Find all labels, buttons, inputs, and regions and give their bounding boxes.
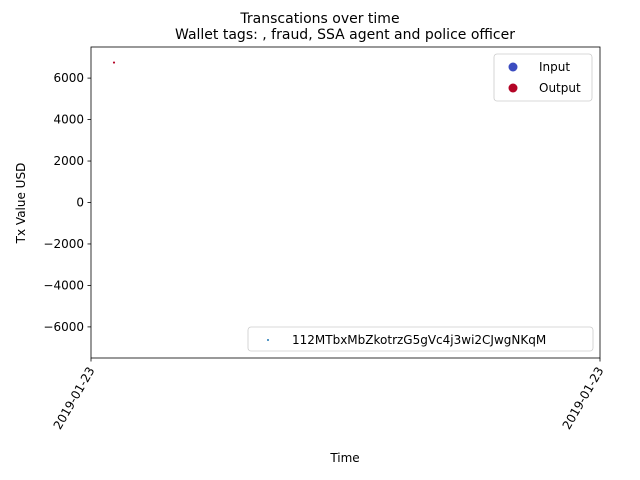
y-tick-label: −6000	[43, 320, 84, 334]
legend-output-marker	[508, 83, 518, 93]
y-tick-label: 6000	[53, 71, 84, 85]
data-point-output	[112, 61, 116, 64]
legend-series: Input Output	[493, 53, 593, 102]
legend-series-frame	[493, 53, 593, 102]
figure-suptitle: Transcations over time	[239, 11, 399, 27]
y-axis-ticks: −6000 −4000 −2000 0 2000 4000 6000	[43, 71, 91, 334]
chart-title: Wallet tags: , fraud, SSA agent and poli…	[175, 27, 515, 43]
data-points	[112, 61, 116, 64]
y-tick-label: 2000	[53, 154, 84, 168]
y-tick-label: 4000	[53, 113, 84, 127]
legend-wallet-label: 112MTbxMbZkotrzG5gVc4j3wi2CJwgNKqM	[292, 333, 546, 347]
legend-input-marker	[508, 62, 518, 72]
x-axis-ticks: 2019-01-23 2019-01-23	[51, 358, 607, 432]
y-tick-label: −4000	[43, 278, 84, 292]
x-axis-label: Time	[329, 451, 359, 465]
legend-wallet-frame	[247, 326, 594, 352]
legend-output-label: Output	[539, 81, 581, 95]
y-axis-label: Tx Value USD	[14, 163, 28, 245]
x-tick-label: 2019-01-23	[560, 365, 607, 432]
legend-wallet: 112MTbxMbZkotrzG5gVc4j3wi2CJwgNKqM	[247, 326, 594, 352]
x-tick-label: 2019-01-23	[51, 365, 98, 432]
legend-input-label: Input	[539, 60, 570, 74]
legend-wallet-marker	[267, 339, 269, 341]
y-tick-label: −2000	[43, 237, 84, 251]
y-tick-label: 0	[76, 196, 84, 210]
